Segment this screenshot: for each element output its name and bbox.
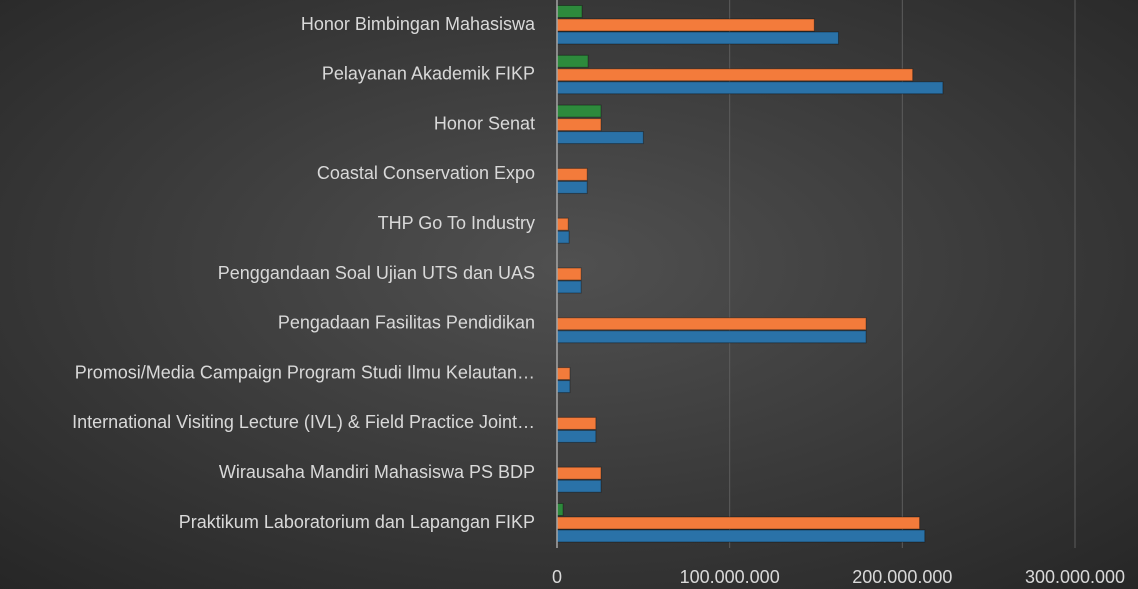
y-tick-label: THP Go To Industry [378,213,535,233]
y-tick-label: Pengadaan Fasilitas Pendidikan [278,313,535,333]
bar [556,118,602,132]
y-tick-label: Promosi/Media Campaign Program Studi Ilm… [75,362,535,382]
bar [556,180,588,194]
bar [556,503,564,516]
bar [556,31,839,45]
bar [556,131,644,145]
bar [556,68,914,82]
y-tick-label: Honor Bimbingan Mahasiswa [301,14,536,34]
bar [556,466,602,480]
y-tick-label: Penggandaan Soal Ujian UTS dan UAS [218,263,535,283]
x-tick-label: 300.000.000 [1025,567,1125,587]
bar [556,317,867,331]
bar [556,217,569,231]
bar [556,81,944,95]
bar [556,230,570,244]
bar [556,280,582,294]
bar [556,267,582,281]
bar [556,167,588,181]
bar [556,416,597,430]
y-tick-label: International Visiting Lecture (IVL) & F… [72,412,535,432]
x-tick-label: 100.000.000 [680,567,780,587]
bar [556,380,571,394]
x-tick-label: 0 [552,567,562,587]
bar [556,367,571,381]
y-tick-label: Coastal Conservation Expo [317,163,535,183]
bar [556,479,602,493]
y-tick-label: Honor Senat [434,113,535,133]
y-tick-label: Pelayanan Akademik FIKP [322,64,535,84]
bar [556,516,921,530]
bar [556,529,926,543]
y-tick-label: Praktikum Laboratorium dan Lapangan FIKP [179,512,535,532]
x-tick-label: 200.000.000 [852,567,952,587]
bar [556,5,583,18]
bar [556,18,815,32]
y-tick-label: Wirausaha Mandiri Mahasiswa PS BDP [219,462,535,482]
bar [556,330,867,344]
bar [556,54,589,68]
bar [556,104,602,118]
bar [556,429,597,443]
